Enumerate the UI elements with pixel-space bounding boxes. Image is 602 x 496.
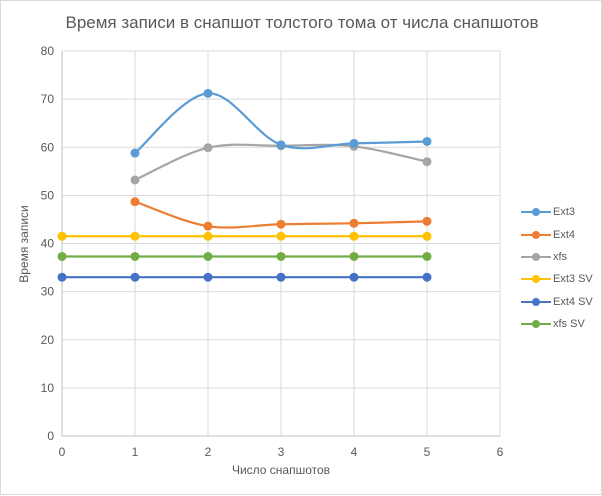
legend-item: xfs (521, 246, 593, 268)
y-tick-label: 70 (41, 92, 55, 106)
x-tick-label: 0 (59, 445, 66, 459)
data-point (422, 231, 432, 241)
data-point (130, 251, 140, 261)
data-point (422, 272, 432, 282)
legend-label: xfs (553, 250, 568, 263)
legend-marker-icon (521, 229, 551, 241)
data-point (57, 251, 67, 261)
data-point (203, 143, 213, 153)
data-point (203, 221, 213, 231)
y-tick-label: 40 (41, 237, 55, 251)
y-tick-label: 0 (47, 429, 54, 443)
y-tick-label: 80 (41, 44, 55, 58)
data-point (130, 197, 140, 207)
data-point (57, 231, 67, 241)
legend-item: Ext3 SV (521, 268, 593, 290)
legend-item: Ext3 (521, 201, 593, 223)
data-point (349, 218, 359, 228)
data-point (349, 231, 359, 241)
data-point (276, 140, 286, 150)
data-point (276, 231, 286, 241)
y-tick-label: 60 (41, 140, 55, 154)
series-line-ext3 (134, 92, 428, 154)
x-tick-label: 2 (205, 445, 212, 459)
data-point (349, 272, 359, 282)
data-point (349, 251, 359, 261)
data-point (276, 219, 286, 229)
legend-label: xfs SV (553, 318, 585, 331)
data-point (276, 251, 286, 261)
data-point (130, 272, 140, 282)
data-point (130, 175, 140, 185)
legend-label: Ext4 (553, 228, 576, 241)
y-tick-label: 30 (41, 285, 55, 299)
data-point (203, 88, 213, 98)
data-point (422, 251, 432, 261)
legend-label: Ext4 SV (553, 295, 593, 308)
y-tick-label: 10 (41, 381, 55, 395)
y-axis-label: Время записи (17, 205, 31, 283)
legend-marker-icon (521, 296, 551, 308)
data-point (203, 251, 213, 261)
legend-marker-icon (521, 273, 551, 285)
x-axis-label: Число снапшотов (231, 463, 331, 477)
legend-marker-icon (521, 318, 551, 330)
x-tick-label: 4 (351, 445, 358, 459)
x-tick-label: 3 (278, 445, 285, 459)
data-point (203, 231, 213, 241)
data-point (276, 272, 286, 282)
legend-item: Ext4 SV (521, 291, 593, 313)
y-tick-label: 50 (41, 188, 55, 202)
data-point (130, 148, 140, 158)
y-tick-label: 20 (41, 333, 55, 347)
data-point (422, 136, 432, 146)
legend-marker-icon (521, 206, 551, 218)
data-point (57, 272, 67, 282)
legend-label: Ext3 (553, 206, 576, 219)
x-tick-label: 1 (132, 445, 139, 459)
legend-label: Ext3 SV (553, 273, 593, 286)
x-tick-label: 6 (497, 445, 504, 459)
data-point (203, 272, 213, 282)
chart-title: Время записи в снапшот толстого тома от … (65, 13, 539, 32)
data-point (349, 138, 359, 148)
legend-item: xfs SV (521, 313, 593, 335)
legend-item: Ext4 (521, 223, 593, 245)
data-point (422, 216, 432, 226)
data-point (422, 157, 432, 167)
legend: Ext3 Ext4 xfs Ext3 SV Ext4 SV xfs SV (521, 201, 593, 335)
data-point (130, 231, 140, 241)
legend-marker-icon (521, 251, 551, 263)
x-tick-label: 5 (424, 445, 431, 459)
